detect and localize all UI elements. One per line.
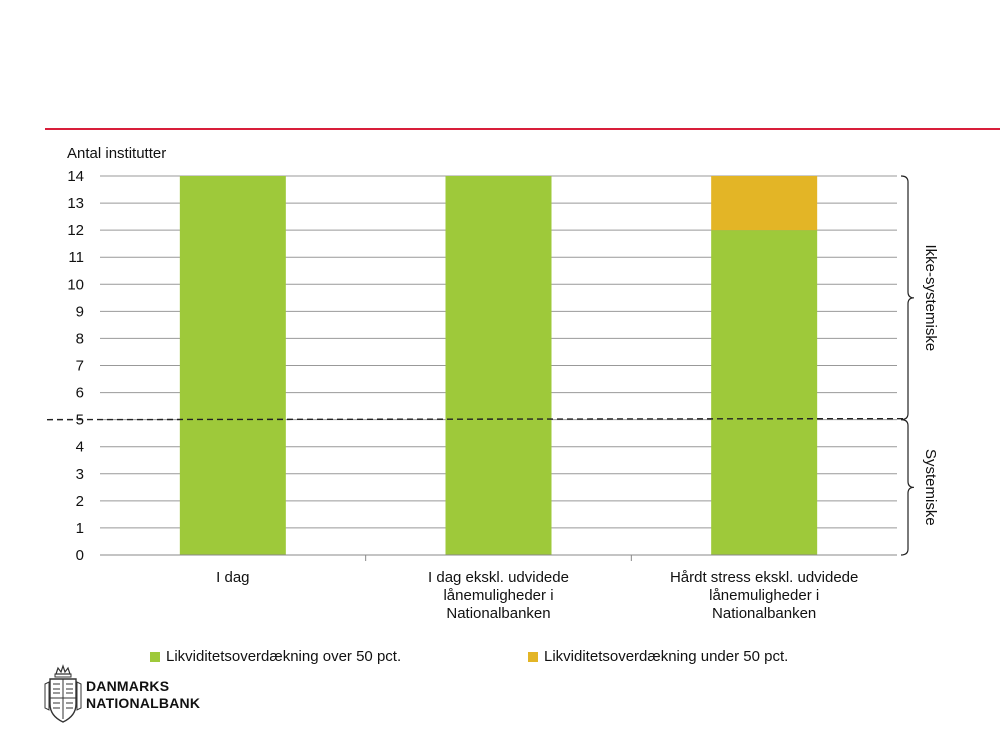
logo-line-1: DANMARKS xyxy=(86,678,170,694)
y-tick-label: 0 xyxy=(76,547,84,564)
y-tick-label: 10 xyxy=(67,276,84,293)
bracket-ikke-systemiske xyxy=(900,175,915,421)
y-tick-label: 9 xyxy=(76,303,84,320)
bracket-systemiske xyxy=(900,419,915,556)
bracket-label: Systemiske xyxy=(922,449,939,526)
y-tick-label: 2 xyxy=(76,493,84,510)
legend-item-over-50: Likviditetsoverdækning over 50 pct. xyxy=(150,648,401,665)
bar-over-50 xyxy=(445,176,552,555)
legend-swatch-green xyxy=(150,651,160,662)
y-tick-label: 8 xyxy=(76,330,84,347)
y-tick-label: 11 xyxy=(68,249,84,266)
y-tick-label: 3 xyxy=(76,466,84,483)
x-category-label: I dag xyxy=(216,569,249,586)
bar-over-50 xyxy=(711,230,818,555)
bar-under-50 xyxy=(711,176,818,231)
reference-line xyxy=(46,417,906,421)
x-category-label: I dag ekskl. udvidede lånemuligheder i Nat… xyxy=(428,569,569,622)
bar-over-50 xyxy=(179,176,286,555)
danmarks-nationalbank-logo: DANMARKS NATIONALBANK xyxy=(44,664,200,726)
y-tick-label: 6 xyxy=(76,385,84,402)
logo-line-2: NATIONALBANK xyxy=(86,695,201,711)
x-category-label: Hårdt stress ekskl. udvidede lånemulighed… xyxy=(670,569,858,622)
logo-text: DANMARKS NATIONALBANK xyxy=(86,678,200,712)
legend-label-under-50: Likviditetsoverdækning under 50 pct. xyxy=(544,648,789,665)
coat-of-arms-icon xyxy=(44,664,82,723)
y-tick-label: 4 xyxy=(76,439,84,456)
y-tick-label: 1 xyxy=(76,520,84,537)
y-tick-label: 14 xyxy=(67,168,84,185)
y-tick-label: 13 xyxy=(67,195,84,212)
y-axis-label: Antal institutter xyxy=(67,145,166,162)
bracket-label: Ikke-systemiske xyxy=(922,244,939,351)
legend: Likviditetsoverdækning over 50 pct. Likv… xyxy=(150,648,870,668)
y-tick-label: 7 xyxy=(76,358,84,375)
legend-swatch-yellow xyxy=(528,651,538,662)
legend-item-under-50: Likviditetsoverdækning under 50 pct. xyxy=(528,648,788,665)
y-tick-label: 12 xyxy=(67,222,84,239)
legend-label-over-50: Likviditetsoverdækning over 50 pct. xyxy=(166,648,402,665)
header-rule xyxy=(45,128,1000,130)
